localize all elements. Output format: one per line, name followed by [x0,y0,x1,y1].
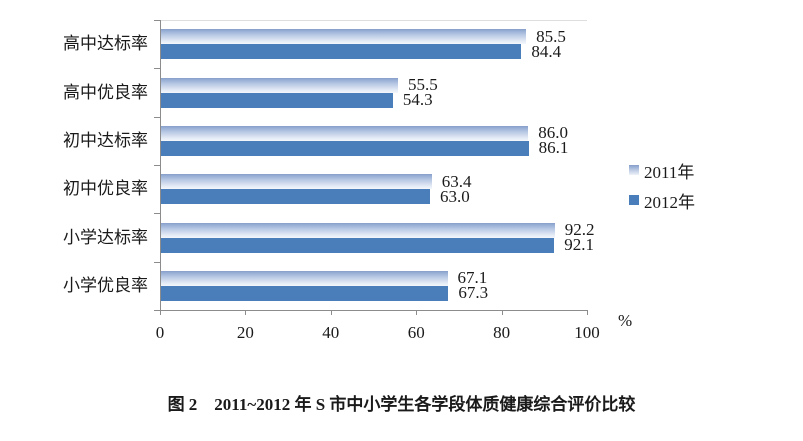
y-axis-tick [154,20,160,21]
legend-swatch-2011-icon [629,165,639,175]
bar-series0-cat5 [161,270,448,286]
legend-label-2012: 2012年 [644,192,695,212]
bar-series0-cat3 [161,174,432,190]
x-tick-label: 0 [155,323,165,342]
y-axis-line [160,20,161,310]
x-axis-tick [587,310,588,315]
value-label-series0-cat4: 92.2 [564,220,595,239]
value-label-series0-cat5: 67.1 [457,268,488,288]
x-axis-tick [245,310,247,315]
legend-label-2011: 2011年 [644,162,695,182]
y-axis-tick [154,261,160,263]
x-axis-tick [501,310,503,315]
category-label: 初中优良率 [63,179,148,199]
value-label-series1-cat0: 84.4 [531,41,562,61]
category-label: 高中达标率 [63,34,148,54]
value-label-series1-cat3: 63.0 [440,186,470,206]
y-axis-tick [154,213,160,215]
bar-series0-cat0 [161,29,527,45]
bar-series1-cat0 [161,44,522,60]
x-tick-label: 60 [407,323,425,342]
bar-series0-cat2 [161,125,529,141]
x-axis-tick [330,310,332,315]
bar-series0-cat1 [161,77,398,93]
bar-series1-cat5 [161,285,449,301]
x-tick-label: 20 [236,323,254,342]
y-axis-tick [154,310,160,311]
value-label-series1-cat1: 54.3 [402,90,433,109]
value-label-series1-cat4: 92.1 [564,235,595,254]
value-label-series0-cat2: 86.0 [538,123,568,143]
value-label-series0-cat3: 63.4 [441,171,472,191]
y-axis-tick [154,68,160,70]
category-label: 初中达标率 [63,130,148,150]
x-axis-line [154,310,588,311]
x-tick-label: 100 [574,323,600,342]
bar-series1-cat1 [161,92,393,108]
figure-caption: 图 2 2011~2012 年 S 市中小学生各学段体质健康综合评价比较 [167,395,636,414]
value-label-series1-cat2: 86.1 [538,138,569,158]
category-label: 小学达标率 [63,227,148,247]
category-label: 高中优良率 [63,82,148,102]
x-axis-unit-label: % [618,311,633,330]
legend: 2011年 2012年 [629,160,695,220]
x-axis-tick [160,310,161,315]
y-axis-tick [154,165,160,166]
x-axis-tick [416,310,418,315]
x-tick-label: 80 [493,323,511,342]
legend-item-2012: 2012年 [629,190,695,212]
value-label-series1-cat5: 67.3 [458,283,489,303]
bar-series1-cat2 [161,140,529,156]
legend-item-2011: 2011年 [629,160,695,182]
plot-area-top-border [160,20,587,21]
legend-swatch-2012-icon [629,195,639,205]
bar-series1-cat4 [161,237,555,253]
value-label-series0-cat1: 55.5 [407,75,438,94]
bar-series0-cat4 [161,222,555,238]
x-tick-label: 40 [322,323,340,342]
y-axis-tick [154,116,160,118]
value-label-series0-cat0: 85.5 [536,26,566,46]
category-label: 小学优良率 [63,275,148,295]
bar-series1-cat3 [161,189,430,205]
